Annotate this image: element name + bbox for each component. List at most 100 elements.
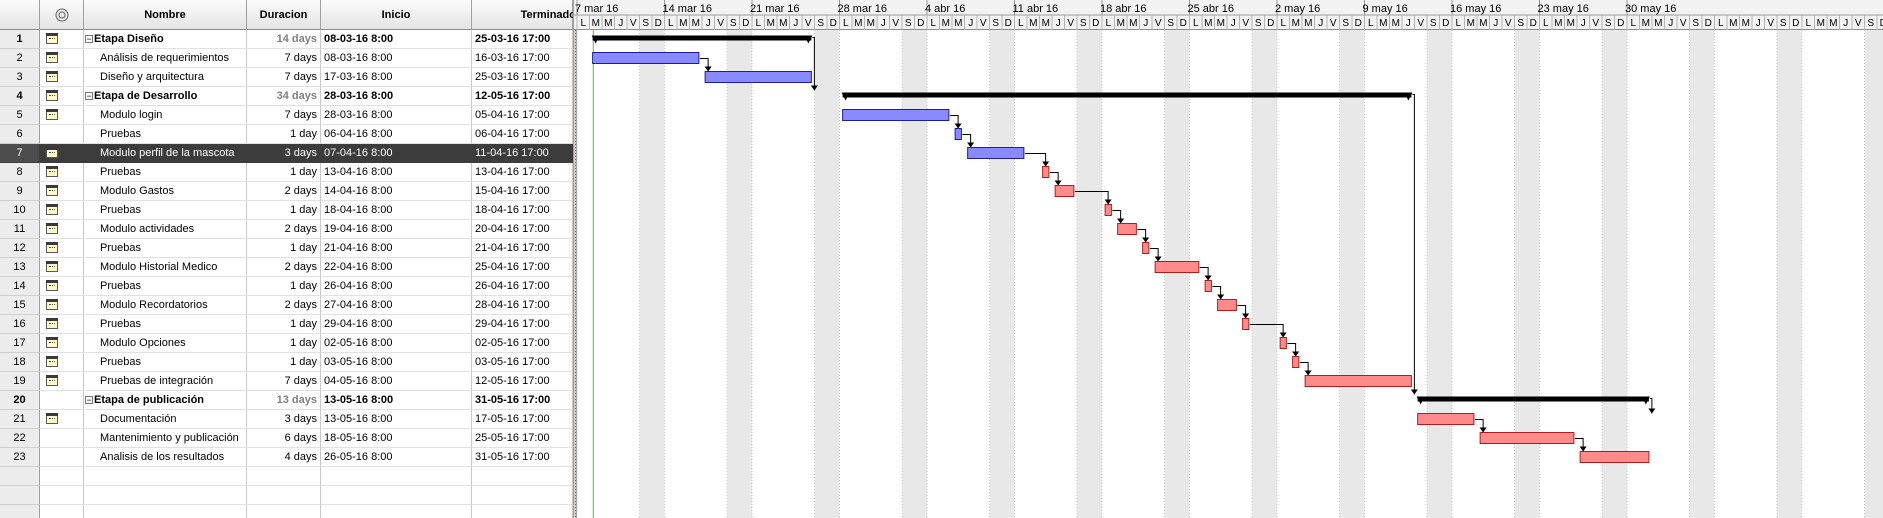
task-name[interactable]: Pruebas (84, 239, 247, 258)
summary-bar[interactable] (592, 35, 812, 41)
name-column-header[interactable]: Nombre (84, 0, 247, 30)
task-bar[interactable] (1204, 280, 1212, 292)
task-name[interactable]: − Etapa de Desarrollo (84, 87, 247, 106)
task-duration[interactable]: 2 days (247, 258, 321, 277)
task-name[interactable]: Modulo login (84, 106, 247, 125)
task-name[interactable]: Modulo Opciones (84, 334, 247, 353)
task-duration[interactable]: 6 days (247, 429, 321, 448)
task-duration[interactable]: 4 days (247, 448, 321, 467)
task-start[interactable] (321, 505, 472, 518)
task-start[interactable]: 08-03-16 8:00 (321, 30, 472, 49)
task-finish[interactable]: 15-04-16 17:00 (472, 182, 573, 201)
task-bar[interactable] (842, 109, 950, 121)
finish-column-header[interactable]: Terminado (472, 0, 573, 30)
task-bar[interactable] (1304, 375, 1412, 387)
task-finish[interactable]: 26-04-16 17:00 (472, 277, 573, 296)
task-finish[interactable]: 05-04-16 17:00 (472, 106, 573, 125)
task-name[interactable]: Modulo Recordatorios (84, 296, 247, 315)
task-start[interactable]: 19-04-16 8:00 (321, 220, 472, 239)
task-name[interactable]: Análisis de requerimientos (84, 49, 247, 68)
task-bar[interactable] (1242, 318, 1250, 330)
task-finish[interactable]: 29-04-16 17:00 (472, 315, 573, 334)
task-start[interactable] (321, 486, 472, 505)
task-bar[interactable] (1417, 413, 1475, 425)
indicator-header[interactable] (40, 0, 84, 30)
task-duration[interactable]: 7 days (247, 49, 321, 68)
task-bar[interactable] (1154, 261, 1200, 273)
task-name[interactable]: Pruebas (84, 353, 247, 372)
task-start[interactable]: 13-05-16 8:00 (321, 410, 472, 429)
task-finish[interactable]: 11-04-16 17:00 (472, 144, 573, 163)
task-duration[interactable]: 34 days (247, 87, 321, 106)
task-bar[interactable] (1292, 356, 1300, 368)
task-duration[interactable]: 1 day (247, 201, 321, 220)
task-start[interactable]: 18-05-16 8:00 (321, 429, 472, 448)
task-duration[interactable]: 1 day (247, 277, 321, 296)
task-bar[interactable] (1279, 337, 1287, 349)
task-finish[interactable]: 21-04-16 17:00 (472, 239, 573, 258)
task-start[interactable]: 29-04-16 8:00 (321, 315, 472, 334)
task-name[interactable] (84, 486, 247, 505)
task-start[interactable]: 27-04-16 8:00 (321, 296, 472, 315)
task-duration[interactable]: 14 days (247, 30, 321, 49)
task-start[interactable]: 02-05-16 8:00 (321, 334, 472, 353)
task-start[interactable]: 07-04-16 8:00 (321, 144, 472, 163)
task-start[interactable]: 08-03-16 8:00 (321, 49, 472, 68)
task-duration[interactable]: 2 days (247, 220, 321, 239)
task-duration[interactable]: 7 days (247, 106, 321, 125)
task-finish[interactable] (472, 505, 573, 518)
task-finish[interactable]: 13-04-16 17:00 (472, 163, 573, 182)
task-bar[interactable] (1117, 223, 1137, 235)
task-start[interactable]: 22-04-16 8:00 (321, 258, 472, 277)
task-finish[interactable]: 25-03-16 17:00 (472, 30, 573, 49)
task-name[interactable]: Modulo actividades (84, 220, 247, 239)
task-start[interactable]: 17-03-16 8:00 (321, 68, 472, 87)
task-finish[interactable]: 02-05-16 17:00 (472, 334, 573, 353)
task-bar[interactable] (1579, 451, 1650, 463)
task-name[interactable]: Modulo Historial Medico (84, 258, 247, 277)
task-duration[interactable]: 1 day (247, 315, 321, 334)
task-start[interactable]: 13-04-16 8:00 (321, 163, 472, 182)
task-bar[interactable] (1479, 432, 1575, 444)
task-finish[interactable]: 25-04-16 17:00 (472, 258, 573, 277)
task-duration[interactable] (247, 467, 321, 486)
task-name[interactable]: Diseño y arquitectura (84, 68, 247, 87)
task-bar[interactable] (592, 52, 700, 64)
task-duration[interactable]: 3 days (247, 144, 321, 163)
task-duration[interactable]: 13 days (247, 391, 321, 410)
task-finish[interactable] (472, 467, 573, 486)
collapse-toggle[interactable]: − (85, 34, 93, 45)
task-finish[interactable]: 20-04-16 17:00 (472, 220, 573, 239)
task-finish[interactable]: 06-04-16 17:00 (472, 125, 573, 144)
task-name[interactable] (84, 467, 247, 486)
duration-column-header[interactable]: Duracion (247, 0, 321, 30)
task-duration[interactable]: 1 day (247, 334, 321, 353)
task-finish[interactable]: 31-05-16 17:00 (472, 448, 573, 467)
task-bar[interactable] (1042, 166, 1050, 178)
task-start[interactable]: 03-05-16 8:00 (321, 353, 472, 372)
summary-bar[interactable] (1417, 396, 1649, 402)
collapse-toggle[interactable]: − (85, 395, 93, 406)
task-duration[interactable]: 1 day (247, 125, 321, 144)
task-start[interactable]: 18-04-16 8:00 (321, 201, 472, 220)
task-start[interactable]: 21-04-16 8:00 (321, 239, 472, 258)
task-name[interactable]: Pruebas (84, 163, 247, 182)
task-name[interactable]: Modulo perfil de la mascota (84, 144, 247, 163)
task-duration[interactable]: 2 days (247, 182, 321, 201)
task-duration[interactable]: 1 day (247, 239, 321, 258)
collapse-toggle[interactable]: − (85, 91, 93, 102)
task-finish[interactable]: 18-04-16 17:00 (472, 201, 573, 220)
task-start[interactable]: 26-04-16 8:00 (321, 277, 472, 296)
task-finish[interactable]: 17-05-16 17:00 (472, 410, 573, 429)
task-duration[interactable]: 2 days (247, 296, 321, 315)
task-finish[interactable]: 28-04-16 17:00 (472, 296, 573, 315)
task-duration[interactable]: 1 day (247, 163, 321, 182)
task-name[interactable] (84, 505, 247, 518)
task-finish[interactable]: 16-03-16 17:00 (472, 49, 573, 68)
task-bar[interactable] (967, 147, 1025, 159)
task-bar[interactable] (1054, 185, 1075, 197)
task-duration[interactable]: 1 day (247, 353, 321, 372)
task-name[interactable]: Pruebas (84, 277, 247, 296)
task-finish[interactable]: 25-05-16 17:00 (472, 429, 573, 448)
task-finish[interactable]: 03-05-16 17:00 (472, 353, 573, 372)
